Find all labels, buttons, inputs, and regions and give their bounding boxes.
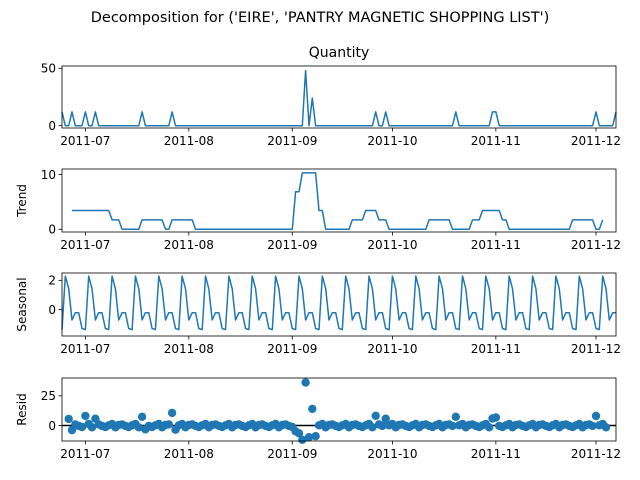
x-tick-label: 2011-07	[60, 134, 110, 148]
resid-point	[448, 421, 457, 431]
figure-suptitle: Decomposition for ('EIRE', 'PANTRY MAGNE…	[91, 10, 550, 26]
x-tick-label: 2011-12	[571, 447, 621, 461]
quantity-panel: Quantity 0 50 2011-07 2011-08 2011-09 2011-10…	[41, 45, 621, 148]
x-tick-label: 2011-10	[367, 134, 417, 148]
x-tick-label: 2011-10	[367, 342, 417, 356]
x-tick-label: 2011-11	[471, 134, 521, 148]
resid-point	[81, 411, 90, 421]
resid-point	[164, 420, 173, 429]
x-tick-label: 2011-10	[367, 238, 417, 252]
x-tick-label: 2011-07	[60, 342, 110, 356]
x-tick-label: 2011-09	[267, 447, 317, 461]
resid-point	[491, 413, 501, 422]
trend-ylabel: Trend	[15, 184, 29, 218]
resid-point	[451, 412, 460, 421]
resid-point	[311, 432, 320, 441]
x-tick-label: 2011-09	[267, 134, 317, 148]
panel-frame	[61, 377, 617, 442]
resid-point	[137, 412, 147, 421]
x-tick-label: 2011-11	[471, 342, 521, 356]
resid-point	[304, 433, 314, 442]
quantity-series-line	[61, 69, 617, 127]
x-tick-label: 2011-08	[164, 134, 214, 148]
resid-point	[294, 429, 304, 438]
resid-point	[64, 414, 73, 424]
x-tick-label: 2011-09	[267, 342, 317, 356]
seasonal-series-line	[61, 275, 616, 331]
x-tick-label: 2011-08	[164, 447, 214, 461]
y-tick-label: 25	[41, 389, 56, 403]
quantity-panel-title: Quantity	[309, 45, 370, 61]
resid-point	[588, 421, 597, 431]
y-tick-label: 0	[48, 303, 56, 317]
resid-point	[485, 423, 494, 432]
resid-point	[591, 411, 601, 421]
y-tick-label: 0	[48, 223, 56, 237]
x-tick-label: 2011-12	[571, 238, 621, 252]
resid-point	[381, 414, 390, 423]
resid-point	[298, 435, 307, 444]
seasonal-panel: Seasonal 0 2 2011-07 2011-08 2011-09 2011-10 2…	[15, 272, 621, 356]
trend-panel: Trend 0 10 2011-07 2011-08 2011-09 2011-10 201…	[15, 168, 621, 252]
x-tick-label: 2011-08	[164, 342, 214, 356]
panel-frame	[61, 272, 617, 337]
resid-point	[301, 378, 310, 387]
y-tick-label: 50	[41, 62, 56, 76]
panel-frame	[61, 168, 617, 233]
x-tick-label: 2011-09	[267, 238, 317, 252]
resid-point	[371, 411, 380, 420]
resid-point	[308, 404, 317, 414]
resid-point	[378, 421, 387, 431]
resid-point	[167, 408, 177, 418]
y-tick-label: 0	[48, 419, 56, 433]
x-tick-label: 2011-11	[471, 447, 521, 461]
x-tick-label: 2011-10	[367, 447, 417, 461]
panel-frame	[61, 65, 617, 129]
resid-point	[77, 422, 87, 432]
x-tick-label: 2011-12	[571, 342, 621, 356]
y-tick-label: 2	[48, 274, 56, 288]
seasonal-ylabel: Seasonal	[15, 277, 29, 331]
x-tick-label: 2011-07	[60, 238, 110, 252]
resid-point	[134, 423, 143, 432]
resid-point	[601, 423, 611, 432]
trend-series-line	[72, 172, 604, 231]
x-tick-label: 2011-12	[571, 134, 621, 148]
resid-point	[87, 423, 97, 432]
resid-point	[368, 423, 377, 432]
y-tick-label: 0	[48, 119, 56, 133]
resid-ylabel: Resid	[15, 393, 29, 425]
x-tick-label: 2011-07	[60, 447, 110, 461]
x-tick-label: 2011-11	[471, 238, 521, 252]
y-tick-label: 10	[41, 168, 56, 182]
resid-panel: Resid 0 25 2011-07 2011-08 2011-09 2011-10 201…	[15, 377, 621, 461]
x-tick-label: 2011-08	[164, 238, 214, 252]
